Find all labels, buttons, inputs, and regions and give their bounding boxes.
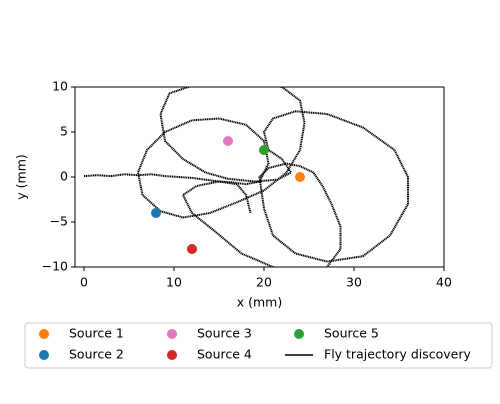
source-point xyxy=(295,172,305,182)
x-tick-label: 0 xyxy=(80,275,88,290)
x-tick-label: 30 xyxy=(346,275,362,290)
y-tick-label: −5 xyxy=(50,214,68,229)
legend-label: Source 3 xyxy=(197,326,252,341)
y-tick-label: −10 xyxy=(42,259,68,274)
legend-marker xyxy=(167,350,177,360)
legend-label: Source 1 xyxy=(69,326,124,341)
x-tick-label: 10 xyxy=(166,275,182,290)
source-point xyxy=(259,145,269,155)
source-point xyxy=(187,244,197,254)
x-axis-label: x (mm) xyxy=(237,295,282,310)
x-tick-label: 20 xyxy=(256,275,272,290)
legend-marker xyxy=(39,350,49,360)
legend-box xyxy=(24,322,493,369)
legend-label: Source 5 xyxy=(324,326,379,341)
legend-label: Source 2 xyxy=(69,347,124,362)
y-tick-label: 5 xyxy=(60,124,68,139)
legend-marker xyxy=(39,329,49,339)
source-point xyxy=(223,136,233,146)
y-tick-label: 10 xyxy=(52,79,68,94)
legend-label: Fly trajectory discovery xyxy=(324,347,471,362)
plot-area xyxy=(83,87,409,267)
legend-label: Source 4 xyxy=(197,347,252,362)
y-axis-label: y (mm) xyxy=(14,154,29,199)
trajectory-line xyxy=(83,87,409,267)
x-tick-label: 40 xyxy=(436,275,452,290)
source-point xyxy=(151,208,161,218)
legend-marker xyxy=(294,329,304,339)
legend-marker xyxy=(167,329,177,339)
y-tick-label: 0 xyxy=(60,169,68,184)
